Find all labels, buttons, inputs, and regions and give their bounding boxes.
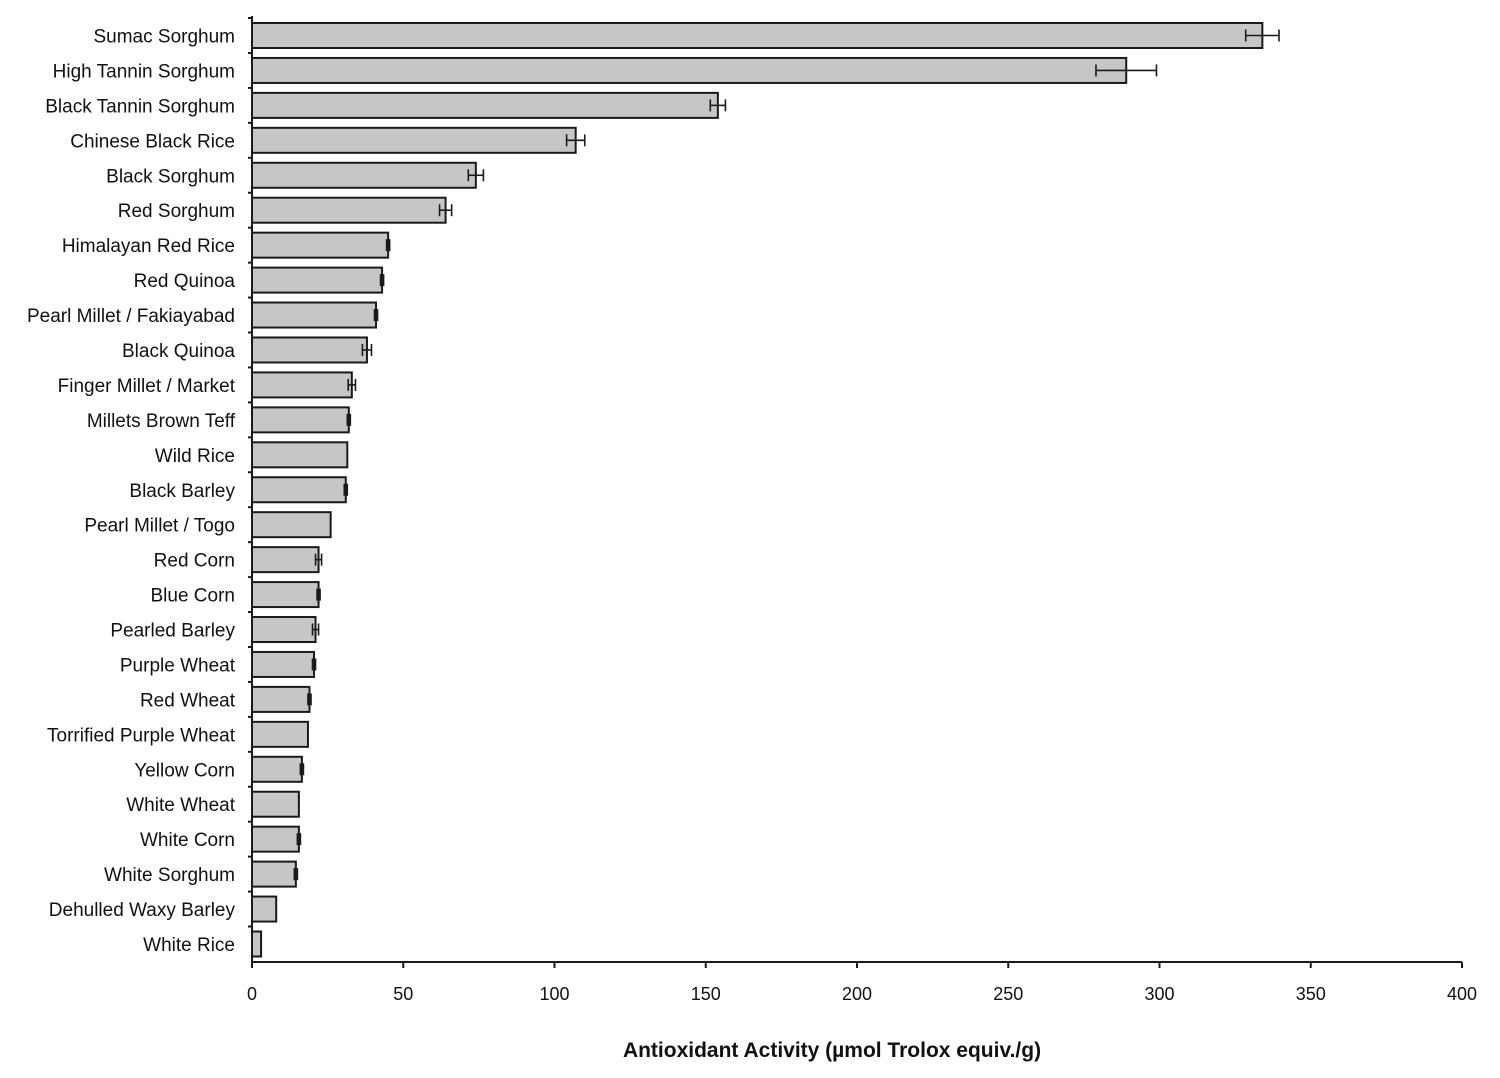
bar	[251, 581, 320, 609]
category-label: Wild Rice	[155, 446, 235, 467]
bar	[251, 441, 349, 469]
bar	[251, 720, 309, 748]
bar	[251, 685, 311, 713]
bar	[251, 91, 719, 119]
bar	[251, 755, 303, 783]
bar	[251, 930, 263, 958]
x-tick-label: 250	[993, 984, 1023, 1004]
x-tick-label: 100	[539, 984, 569, 1004]
category-label: Sumac Sorghum	[93, 27, 235, 48]
bar	[251, 511, 332, 539]
category-label: Red Quinoa	[134, 271, 236, 292]
category-label: Red Corn	[154, 551, 235, 572]
x-axis-title: Antioxidant Activity (µmol Trolox equiv.…	[623, 1039, 1041, 1062]
bar	[251, 22, 1264, 49]
category-label: White Sorghum	[104, 865, 235, 886]
category-label: Red Wheat	[140, 690, 236, 711]
bar	[251, 616, 317, 644]
category-label: Dehulled Waxy Barley	[49, 900, 236, 921]
error-bars-layer	[293, 29, 1280, 881]
category-label: Pearl Millet / Togo	[84, 516, 235, 537]
x-tick-label: 350	[1296, 984, 1326, 1004]
bar	[251, 895, 278, 923]
y-axis: Sumac Sorghum High Tannin Sorghum Black Ta…	[27, 16, 253, 962]
bar	[251, 790, 300, 818]
bar	[251, 196, 447, 224]
category-label: White Wheat	[126, 795, 235, 816]
x-tick-label: 150	[691, 984, 721, 1004]
category-label: Finger Millet / Market	[58, 376, 236, 397]
x-tick-label: 400	[1447, 984, 1477, 1004]
bar	[251, 546, 320, 574]
bars-layer	[251, 22, 1264, 958]
bar	[251, 336, 368, 364]
category-label: Black Quinoa	[122, 341, 235, 362]
x-tick-label: 50	[393, 984, 413, 1004]
category-label: Purple Wheat	[120, 655, 236, 676]
x-tick-label: 0	[247, 984, 257, 1004]
bar	[251, 266, 384, 294]
category-label: Black Barley	[129, 481, 235, 502]
category-label: Millets Brown Teff	[87, 411, 236, 432]
category-label: Black Sorghum	[106, 166, 235, 187]
bar	[251, 231, 390, 259]
bar	[251, 650, 316, 678]
category-label: Pearled Barley	[110, 621, 235, 642]
category-label: Blue Corn	[151, 586, 236, 607]
category-label: High Tannin Sorghum	[53, 61, 235, 82]
bar	[251, 56, 1128, 84]
category-label: White Corn	[140, 830, 235, 851]
bar	[251, 301, 378, 329]
x-axis: 0 50 100 150 200 250 300 350 400	[247, 961, 1477, 1004]
bar	[251, 126, 577, 154]
category-label: Black Tannin Sorghum	[45, 96, 235, 117]
category-label: Himalayan Red Rice	[62, 236, 235, 257]
category-label: White Rice	[143, 935, 235, 956]
category-label: Red Sorghum	[118, 201, 235, 222]
bar	[251, 476, 347, 504]
bar	[251, 161, 477, 189]
bar	[251, 371, 353, 399]
category-label: Torrified Purple Wheat	[47, 725, 236, 746]
x-tick-label: 300	[1144, 984, 1174, 1004]
category-label: Pearl Millet / Fakiayabad	[27, 306, 235, 327]
x-tick-label: 200	[842, 984, 872, 1004]
bar	[251, 825, 300, 853]
category-label: Yellow Corn	[134, 760, 235, 781]
bar	[251, 860, 297, 888]
bar	[251, 406, 350, 434]
category-label: Chinese Black Rice	[70, 131, 235, 152]
